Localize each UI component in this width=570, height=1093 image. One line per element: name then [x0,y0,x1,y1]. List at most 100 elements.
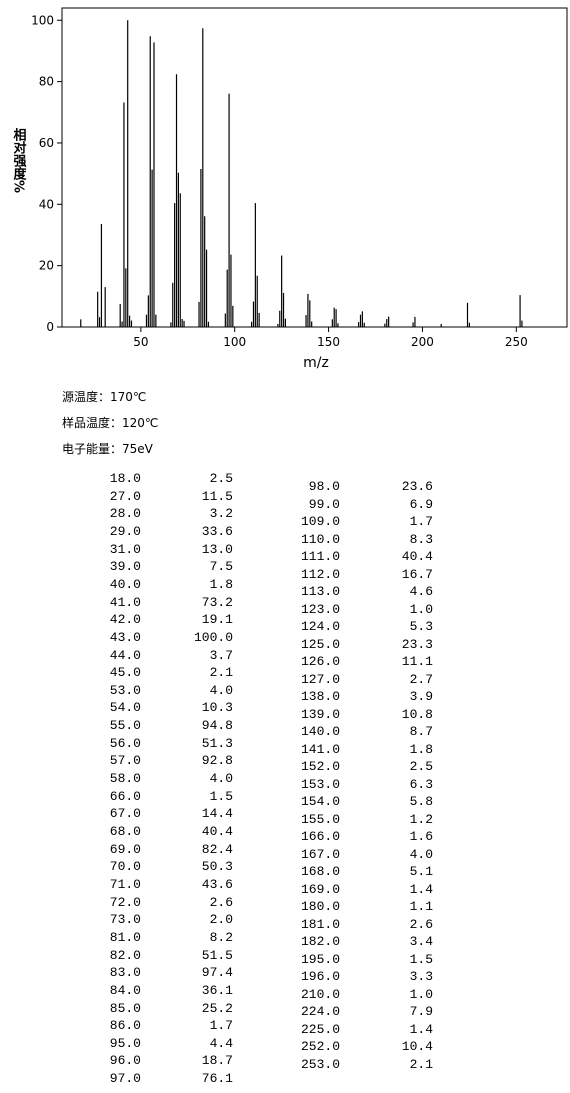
intensity-cell: 1.0 [409,986,433,1002]
mz-cell: 155.0 [300,811,340,827]
intensity-cell: 8.2 [209,929,233,945]
intensity-cell: 10.3 [201,700,233,716]
mz-cell: 154.0 [300,794,340,809]
mz-cell: 111.0 [300,549,340,564]
intensity-cell: 5.3 [409,619,433,634]
intensity-cell: 3.7 [209,647,233,663]
mz-cell: 98.0 [308,479,340,494]
intensity-cell: 16.7 [401,566,433,582]
intensity-cell: 10.4 [401,1039,433,1054]
intensity-cell: 14.4 [201,806,233,822]
x-axis-label: m/z [303,355,329,371]
info-line: 电子能量：75eV [62,442,153,456]
mz-cell: 152.0 [300,759,340,774]
intensity-cell: 7.5 [209,559,233,575]
mz-cell: 140.0 [300,724,340,739]
mz-cell: 29.0 [109,523,141,539]
intensity-cell: 2.7 [409,671,433,687]
intensity-cell: 1.8 [209,576,233,592]
mz-cell: 139.0 [300,706,340,722]
intensity-cell: 2.5 [209,471,233,486]
intensity-cell: 1.6 [409,829,433,844]
mz-cell: 110.0 [300,531,340,547]
intensity-cell: 7.9 [409,1004,433,1019]
intensity-cell: 82.4 [201,841,233,857]
mz-cell: 45.0 [109,665,141,681]
mz-cell: 67.0 [109,806,141,822]
mz-cell: 168.0 [300,864,340,879]
mz-cell: 126.0 [300,654,340,669]
intensity-cell: 3.3 [409,969,433,984]
intensity-cell: 1.4 [409,1021,433,1037]
intensity-cell: 1.5 [209,788,233,804]
mz-cell: 210.0 [300,986,340,1002]
mz-cell: 86.0 [109,1018,141,1034]
intensity-cell: 51.3 [201,735,233,751]
mz-cell: 28.0 [109,506,141,522]
intensity-cell: 11.5 [201,488,233,504]
mz-cell: 125.0 [300,636,340,652]
mz-cell: 153.0 [300,776,340,792]
intensity-cell: 1.8 [409,741,433,757]
intensity-cell: 4.4 [209,1035,233,1051]
intensity-cell: 6.3 [409,776,433,792]
y-tick-label: 80 [39,75,54,89]
intensity-cell: 13.0 [201,541,233,557]
mz-cell: 66.0 [109,788,141,804]
mz-cell: 44.0 [109,647,141,663]
mz-cell: 169.0 [300,881,340,897]
mz-cell: 71.0 [109,876,141,892]
intensity-cell: 4.0 [209,771,233,787]
mz-cell: 252.0 [300,1039,340,1054]
intensity-cell: 2.6 [209,894,233,910]
mz-cell: 141.0 [300,741,340,757]
mz-cell: 109.0 [300,514,340,529]
mz-cell: 123.0 [300,601,340,617]
intensity-cell: 2.1 [209,665,233,681]
mz-cell: 181.0 [300,916,340,932]
intensity-cell: 76.1 [201,1071,233,1087]
plot-frame [61,7,568,328]
intensity-cell: 4.0 [409,846,433,862]
mz-cell: 96.0 [109,1053,141,1069]
intensity-cell: 25.2 [201,1000,233,1016]
intensity-cell: 2.5 [409,759,433,774]
intensity-cell: 94.8 [201,718,233,734]
mz-cell: 224.0 [300,1004,340,1019]
mz-cell: 196.0 [300,969,340,984]
mz-cell: 70.0 [109,859,141,875]
mz-cell: 99.0 [308,496,340,512]
mz-cell: 95.0 [109,1035,141,1051]
mz-cell: 43.0 [109,629,141,645]
intensity-cell: 8.3 [409,531,433,547]
intensity-cell: 1.0 [409,601,433,617]
intensity-cell: 2.1 [409,1056,433,1072]
intensity-cell: 36.1 [201,982,233,998]
intensity-cell: 11.1 [401,654,433,669]
x-tick-label: 100 [223,335,246,349]
mz-cell: 73.0 [109,912,141,928]
intensity-cell: 1.2 [409,811,433,827]
intensity-cell: 3.4 [409,934,433,949]
x-tick-label: 50 [133,335,148,349]
intensity-cell: 50.3 [201,859,233,875]
mz-cell: 31.0 [109,541,141,557]
mz-cell: 56.0 [109,735,141,751]
mz-cell: 195.0 [300,951,340,967]
intensity-cell: 1.7 [209,1018,233,1034]
intensity-cell: 5.8 [409,794,433,809]
chart: m/z 相对强度% 0 20 40 60 80 100 50 100 150 200 250 [11,7,568,371]
x-tick-label: 150 [317,335,340,349]
intensity-cell: 1.1 [409,899,433,914]
x-tick-label: 250 [505,335,528,349]
intensity-cell: 18.7 [201,1053,233,1069]
intensity-cell: 4.6 [409,584,433,599]
intensity-cell: 4.0 [209,682,233,698]
info-line: 样品温度：120℃ [62,416,159,430]
mz-cell: 166.0 [300,829,340,844]
mz-cell: 27.0 [109,488,141,504]
mz-cell: 85.0 [109,1000,141,1016]
y-axis-label: 相对强度% [11,127,27,193]
mz-cell: 68.0 [109,824,141,839]
